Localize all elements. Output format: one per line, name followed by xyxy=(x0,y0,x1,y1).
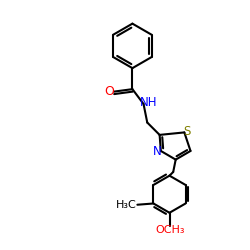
Text: NH: NH xyxy=(140,96,158,109)
Text: H₃C: H₃C xyxy=(116,200,136,210)
Text: S: S xyxy=(184,125,191,138)
Text: N: N xyxy=(153,145,162,158)
Text: O: O xyxy=(104,85,114,98)
Text: OCH₃: OCH₃ xyxy=(155,225,185,235)
